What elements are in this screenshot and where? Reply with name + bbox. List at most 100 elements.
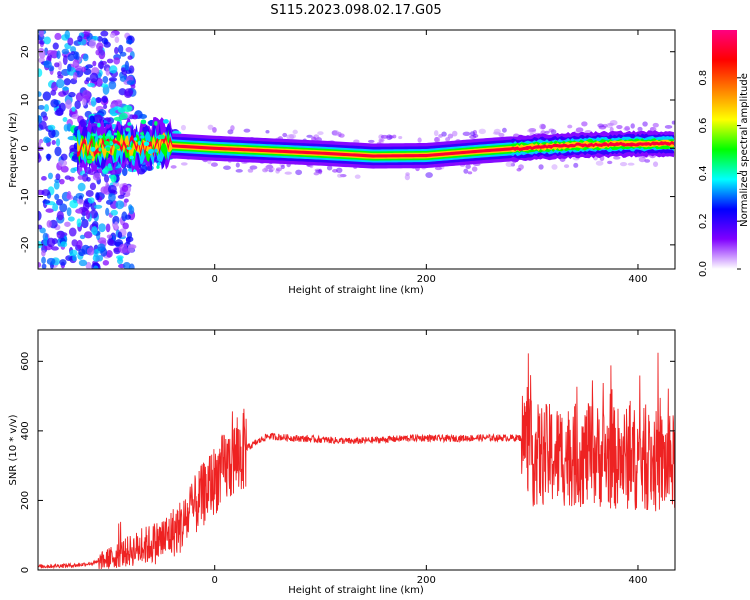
spectrogram-cell bbox=[55, 138, 61, 147]
spectrogram-cell bbox=[126, 146, 132, 150]
spectrogram-cell bbox=[613, 156, 621, 160]
spectrogram-cell bbox=[127, 55, 133, 60]
spectrogram-cell bbox=[140, 135, 145, 139]
spectrogram-cell bbox=[60, 153, 68, 161]
spectrogram-cell bbox=[56, 210, 64, 221]
spectrogram-cell bbox=[82, 53, 89, 62]
spectrogram-cell bbox=[110, 135, 115, 140]
x-tick-label: 400 bbox=[628, 274, 647, 285]
spectrogram-cell bbox=[38, 115, 43, 124]
spectrogram-cell bbox=[637, 126, 643, 132]
spectrogram-cell bbox=[90, 146, 96, 152]
y-tick-label: 10 bbox=[20, 94, 31, 107]
spectrogram-cell bbox=[275, 167, 282, 172]
spectrogram-cell bbox=[609, 127, 614, 133]
spectrogram-cell bbox=[664, 141, 671, 146]
spectrogram-cell bbox=[105, 67, 111, 76]
spectrogram-cell bbox=[107, 238, 115, 246]
spectrogram-cell bbox=[106, 133, 111, 137]
spectrogram-cell bbox=[108, 80, 117, 90]
colorbar-tick-label: 0.4 bbox=[698, 165, 709, 181]
y-tick-label: 0 bbox=[20, 567, 31, 573]
spectrogram-cell bbox=[92, 172, 101, 181]
spectrogram-cell bbox=[85, 209, 91, 220]
spectrogram-cell bbox=[87, 197, 95, 204]
colorbar: 0.0 0.2 0.4 0.6 0.8 Normalized spectral ampl… bbox=[698, 30, 750, 277]
spectrogram-cell bbox=[270, 167, 275, 171]
spectrogram-cell bbox=[567, 124, 573, 129]
spectrogram-cell bbox=[58, 102, 66, 112]
spectrogram-cell bbox=[102, 76, 109, 84]
spectrogram-cell bbox=[129, 155, 134, 160]
spectrogram-cell bbox=[658, 142, 666, 146]
spectrogram-cell bbox=[638, 156, 646, 163]
spectrogram-cell bbox=[57, 71, 62, 77]
spectrogram-cell bbox=[66, 207, 72, 217]
spectrogram-cell bbox=[76, 199, 85, 205]
spectrogram-cell bbox=[59, 259, 67, 266]
spectrogram-cell bbox=[97, 243, 106, 252]
spectrogram-y-label: Frequency (Hz) bbox=[8, 112, 19, 188]
spectrogram-cell bbox=[569, 143, 575, 148]
spectrogram-cell bbox=[126, 80, 135, 86]
spectrogram-cell bbox=[114, 144, 120, 150]
spectrogram-cell bbox=[65, 99, 72, 110]
spectrogram-cell bbox=[78, 259, 88, 267]
spectrogram-cell bbox=[52, 203, 59, 212]
spectrogram-cell bbox=[642, 121, 648, 127]
spectrogram-cell bbox=[118, 243, 128, 254]
spectrogram-cell bbox=[125, 237, 131, 244]
spectrogram-cell bbox=[97, 135, 103, 139]
spectrogram-cell bbox=[353, 139, 360, 144]
spectrogram-cell bbox=[235, 162, 240, 168]
spectrogram-cell bbox=[286, 134, 295, 140]
spectrogram-cell bbox=[398, 135, 403, 140]
spectrogram-cell bbox=[68, 227, 77, 237]
spectrogram-cell bbox=[123, 198, 129, 203]
spectrogram-cell bbox=[96, 36, 103, 42]
spectrogram-cell bbox=[619, 162, 628, 167]
spectrogram-cell bbox=[425, 172, 433, 178]
spectrogram-cell bbox=[39, 30, 44, 38]
spectrogram-cell bbox=[62, 86, 70, 91]
spectrogram-cell bbox=[58, 159, 68, 167]
spectrogram-x-ticks: 0 200 400 bbox=[212, 30, 648, 285]
spectrogram-cell bbox=[378, 138, 385, 142]
spectrogram-cell bbox=[292, 129, 298, 135]
spectrogram-cell bbox=[125, 39, 133, 45]
spectrogram-cell bbox=[76, 218, 82, 228]
spectrogram-cell bbox=[652, 161, 659, 167]
spectrogram-cell bbox=[38, 105, 45, 110]
spectrogram-cell bbox=[113, 221, 119, 230]
spectrogram-cell bbox=[587, 143, 594, 147]
spectrogram-frame bbox=[37, 29, 676, 270]
spectrogram-cell bbox=[156, 162, 161, 166]
y-tick-label: 400 bbox=[20, 421, 31, 440]
spectrogram-cell bbox=[110, 209, 118, 216]
spectrogram-cell bbox=[105, 249, 113, 258]
spectrogram-cell bbox=[46, 49, 55, 55]
y-tick-label: 0 bbox=[20, 145, 31, 151]
spectrogram-band bbox=[77, 122, 674, 172]
spectrogram-cell bbox=[651, 142, 658, 146]
spectrogram-cell bbox=[92, 114, 103, 123]
spectrogram-cell bbox=[53, 181, 60, 190]
spectrogram-cell bbox=[581, 121, 588, 127]
spectrogram-cell bbox=[92, 60, 97, 67]
spectrogram-cell bbox=[44, 104, 50, 112]
spectrogram-cell bbox=[243, 128, 251, 133]
spectrogram-cell bbox=[104, 166, 115, 171]
spectrogram-cell bbox=[39, 138, 44, 144]
spectrogram-cell bbox=[114, 100, 123, 107]
spectrogram-cell bbox=[121, 167, 128, 177]
spectrogram-cell bbox=[124, 88, 134, 97]
spectrogram-cell bbox=[61, 48, 70, 55]
spectrogram-cell bbox=[59, 203, 68, 213]
spectrogram-cell bbox=[207, 124, 214, 130]
spectrogram-cell bbox=[41, 263, 47, 269]
spectrogram-cell bbox=[118, 44, 124, 54]
spectrogram-cell bbox=[117, 194, 125, 199]
spectrogram-cell bbox=[600, 142, 608, 147]
spectrogram-cell bbox=[95, 97, 102, 103]
spectrogram-cell bbox=[93, 204, 103, 209]
